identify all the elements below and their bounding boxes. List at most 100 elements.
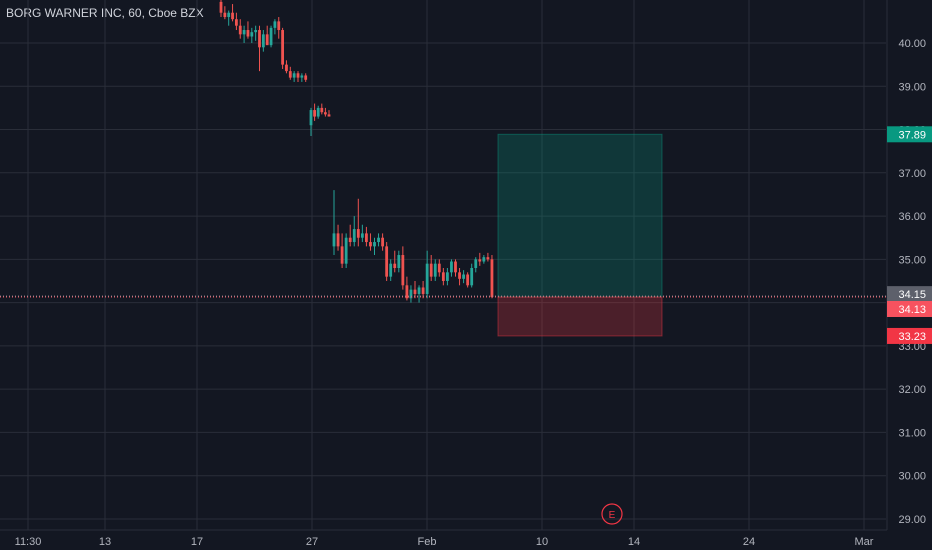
- candle-body: [401, 255, 405, 286]
- candle-body: [309, 110, 313, 126]
- time-tick-label: 11:30: [15, 536, 42, 548]
- candle-body: [413, 289, 417, 294]
- candle-body: [254, 30, 258, 33]
- chart-grid: [0, 0, 886, 530]
- profit-zone: [497, 133, 663, 298]
- candle-body: [340, 246, 344, 264]
- candle-body: [258, 30, 261, 48]
- candle-body: [300, 75, 304, 78]
- price-tag-label: 33.23: [898, 331, 926, 343]
- price-tick-label: 31.00: [898, 427, 926, 439]
- candle-body: [373, 242, 376, 247]
- candle-body: [462, 274, 465, 279]
- price-tick-label: 40.00: [898, 38, 926, 50]
- candle-body: [277, 21, 281, 31]
- candle-body: [235, 19, 238, 26]
- candle-body: [316, 107, 320, 117]
- candle-body: [486, 257, 490, 260]
- candle-body: [470, 268, 474, 286]
- earnings-event-icon: [601, 503, 623, 525]
- candle-body: [466, 274, 470, 286]
- candle-body: [320, 107, 324, 113]
- candle-body: [281, 30, 284, 65]
- candle-body: [454, 261, 457, 273]
- time-tick-label: 13: [99, 536, 111, 548]
- candle-body: [409, 289, 413, 299]
- price-tick-label: 37.00: [898, 168, 926, 180]
- candles: [219, 0, 494, 303]
- time-tick-label: Feb: [418, 536, 437, 548]
- candle-body: [458, 272, 461, 279]
- candle-body: [389, 263, 393, 277]
- candle-body: [231, 12, 234, 20]
- time-tick-label: 24: [743, 536, 755, 548]
- candle-body: [304, 75, 308, 80]
- candle-body: [292, 73, 296, 78]
- candle-body: [327, 114, 331, 117]
- price-tag: [887, 327, 932, 344]
- time-tick-label: 14: [628, 536, 640, 548]
- candle-body: [360, 233, 364, 238]
- candle-body: [421, 287, 425, 294]
- candle-body: [227, 12, 231, 18]
- earnings-event-label: E: [609, 510, 616, 521]
- candle-body: [352, 229, 356, 243]
- candle-body: [344, 237, 348, 264]
- candle-body: [261, 34, 265, 48]
- candle-body: [369, 242, 372, 247]
- candle-body: [425, 263, 429, 294]
- event-marker: E: [601, 503, 623, 525]
- candle-body: [269, 27, 273, 46]
- price-tag-label: 34.15: [898, 289, 926, 301]
- candle-body: [246, 30, 250, 37]
- position-tool: [497, 133, 663, 337]
- candle-body: [238, 25, 242, 35]
- time-tick-label: 10: [536, 536, 548, 548]
- candle-body: [474, 259, 478, 269]
- candle-body: [250, 32, 254, 37]
- candle-body: [223, 12, 227, 18]
- candle-body: [405, 285, 409, 299]
- price-tick-label: 29.00: [898, 514, 926, 526]
- candle-body: [336, 233, 340, 247]
- candle-body: [446, 272, 449, 281]
- time-tick-label: 27: [306, 536, 318, 548]
- candle-body: [397, 255, 401, 269]
- candle-body: [437, 263, 441, 273]
- price-tag-label: 37.89: [898, 129, 926, 141]
- candle-body: [433, 263, 437, 277]
- price-tick-label: 32.00: [898, 384, 926, 396]
- price-tag: [887, 300, 932, 317]
- candle-body: [265, 34, 269, 46]
- price-tick-label: 39.00: [898, 81, 926, 93]
- candle-body: [417, 287, 421, 294]
- price-tick-label: 35.00: [898, 254, 926, 266]
- candle-body: [313, 110, 316, 117]
- candle-body: [478, 259, 482, 262]
- price-axis: 29.0030.0031.0032.0033.0034.0035.0036.00…: [886, 0, 932, 550]
- price-axis-bg: [887, 0, 932, 550]
- candle-body: [296, 73, 300, 78]
- price-tag-label: 34.13: [898, 304, 926, 316]
- candle-body: [490, 259, 494, 297]
- loss-zone: [497, 296, 663, 337]
- candle-body: [385, 246, 389, 277]
- candle-body: [441, 272, 445, 281]
- candle-body: [242, 30, 246, 35]
- candle-body: [332, 233, 336, 247]
- time-tick-label: 17: [191, 536, 203, 548]
- candle-body: [273, 21, 277, 28]
- candle-body: [356, 229, 360, 238]
- price-tag: [887, 126, 932, 143]
- price-lines: [0, 295, 886, 298]
- time-tick-label: Mar: [855, 536, 874, 548]
- candle-body: [381, 237, 384, 247]
- candle-body: [429, 263, 433, 277]
- price-tag: [887, 286, 932, 303]
- candle-body: [285, 64, 288, 72]
- candle-body: [324, 112, 327, 115]
- candle-body: [450, 261, 453, 273]
- price-tick-label: 36.00: [898, 211, 926, 223]
- price-tags: 37.89 34.15 34.13 33.23: [887, 126, 932, 344]
